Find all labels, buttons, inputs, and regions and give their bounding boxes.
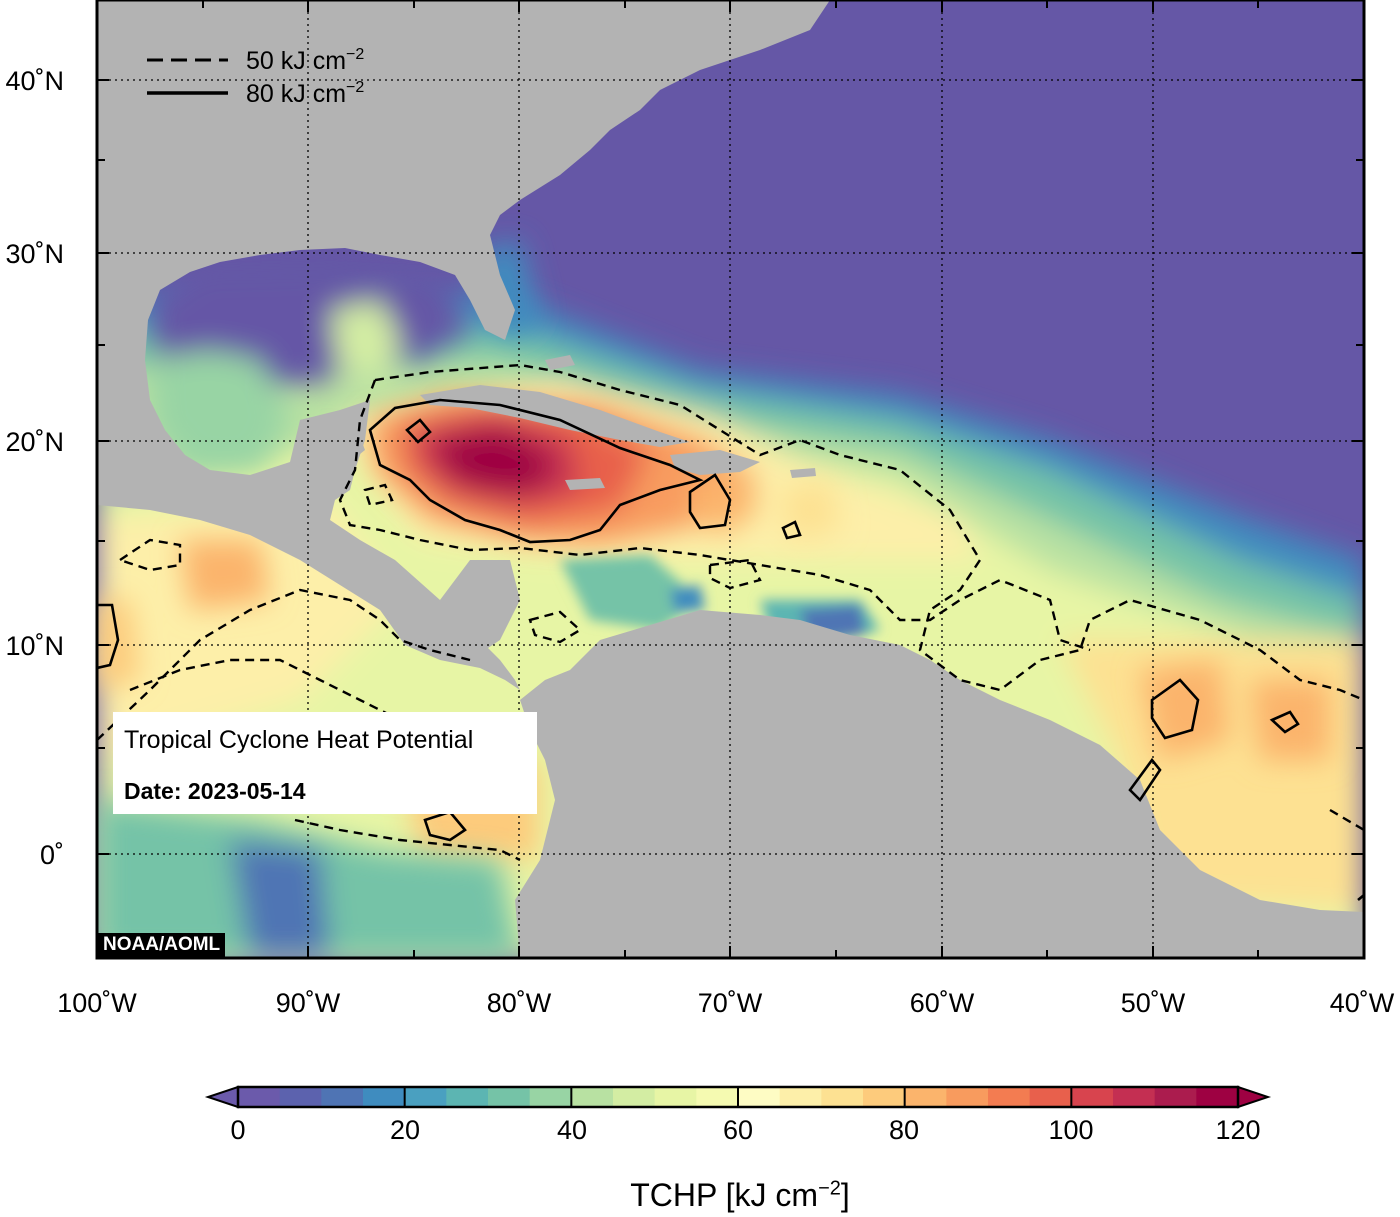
colorbar-tick: 0 bbox=[230, 1115, 246, 1145]
lat-label: 40˚N bbox=[5, 66, 64, 96]
colorbar-min-arrow bbox=[204, 1085, 239, 1109]
colorbar-swatch bbox=[613, 1087, 656, 1107]
colorbar-swatch bbox=[904, 1087, 947, 1107]
land-masses bbox=[97, 0, 1364, 958]
lon-label: 50˚W bbox=[1121, 988, 1186, 1018]
lon-label: 60˚W bbox=[910, 988, 975, 1018]
lon-labels: 100˚W 90˚W 80˚W 70˚W 60˚W 50˚W 40˚W bbox=[57, 988, 1395, 1018]
colorbar-swatch bbox=[654, 1087, 697, 1107]
colorbar-swatch bbox=[946, 1087, 989, 1107]
legend-solid-label: 80 kJ cm−2 bbox=[246, 79, 364, 108]
lat-label: 30˚N bbox=[5, 239, 64, 269]
colorbar-swatch bbox=[238, 1087, 281, 1107]
colorbar-tick: 100 bbox=[1048, 1115, 1094, 1145]
colorbar-swatch bbox=[446, 1087, 489, 1107]
colorbar-swatch bbox=[279, 1087, 322, 1107]
colorbar-max-arrow bbox=[1237, 1085, 1272, 1109]
lon-label: 40˚W bbox=[1330, 988, 1395, 1018]
colorbar-swatch bbox=[696, 1087, 739, 1107]
lon-label: 100˚W bbox=[57, 988, 137, 1018]
tchp-field bbox=[97, 0, 1364, 958]
colorbar-swatch bbox=[1113, 1087, 1156, 1107]
contour-50 bbox=[97, 363, 1364, 862]
legend-dashed-label: 50 kJ cm−2 bbox=[246, 46, 364, 75]
lat-labels: 40˚N 30˚N 20˚N 10˚N 0˚ bbox=[5, 66, 64, 870]
colorbar-swatch bbox=[1071, 1087, 1114, 1107]
credit-label: NOAA/AOML bbox=[98, 933, 226, 957]
colorbar-swatch bbox=[738, 1087, 781, 1107]
contour-80 bbox=[97, 398, 1364, 901]
lat-label: 20˚N bbox=[5, 427, 64, 457]
colorbar-swatch bbox=[321, 1087, 364, 1107]
product-title: Tropical Cyclone Heat Potential bbox=[124, 726, 474, 754]
colorbar-swatch bbox=[988, 1087, 1031, 1107]
contour-legend: 50 kJ cm−2 80 kJ cm−2 bbox=[147, 46, 364, 108]
colorbar-swatch bbox=[571, 1087, 614, 1107]
info-box: Tropical Cyclone Heat Potential Date: 20… bbox=[113, 712, 537, 814]
lat-label: 10˚N bbox=[5, 631, 64, 661]
colorbar-swatch bbox=[863, 1087, 906, 1107]
lon-label: 80˚W bbox=[487, 988, 552, 1018]
colorbar-swatch bbox=[1154, 1087, 1197, 1107]
colorbar-swatch bbox=[404, 1087, 447, 1107]
lon-label: 70˚W bbox=[698, 988, 763, 1018]
lon-label: 90˚W bbox=[276, 988, 341, 1018]
colorbar-swatch bbox=[779, 1087, 822, 1107]
colorbar-title: TCHP [kJ cm−2] bbox=[630, 1177, 850, 1213]
colorbar-tick: 60 bbox=[722, 1115, 754, 1145]
colorbar-swatch bbox=[529, 1087, 572, 1107]
colorbar-swatch bbox=[363, 1087, 406, 1107]
colorbar-swatch bbox=[1196, 1087, 1239, 1107]
colorbar-tick: 40 bbox=[556, 1115, 588, 1145]
colorbar bbox=[204, 1085, 1272, 1109]
colorbar-swatch bbox=[821, 1087, 864, 1107]
lat-label: 0˚ bbox=[40, 840, 64, 870]
colorbar-swatch bbox=[1029, 1087, 1072, 1107]
colorbar-tick: 20 bbox=[389, 1115, 421, 1145]
colorbar-tick: 80 bbox=[888, 1115, 920, 1145]
colorbar-tick: 120 bbox=[1215, 1115, 1261, 1145]
colorbar-swatch bbox=[488, 1087, 531, 1107]
date-label: Date: 2023-05-14 bbox=[124, 778, 306, 804]
